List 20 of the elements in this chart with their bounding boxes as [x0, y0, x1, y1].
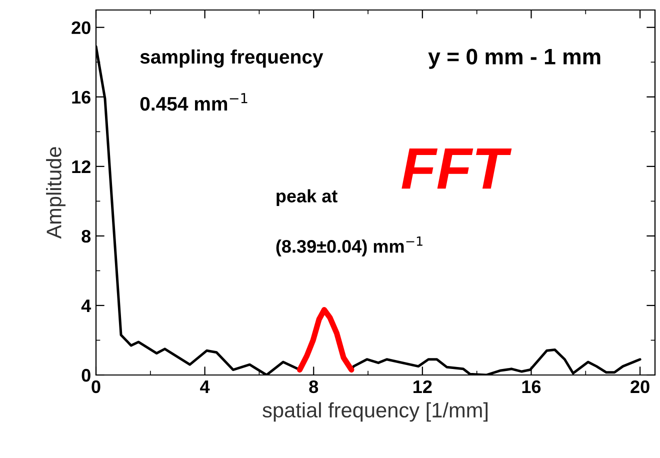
x-tick-label: 0 [92, 380, 100, 394]
x-axis-title: spatial frequency [1/mm] [262, 402, 488, 422]
annotation: 0.454 mm$^{−1}$ [140, 93, 248, 111]
annotation: (8.39±0.04) mm$^{−1}$ [276, 236, 422, 256]
y-tick-label: 20 [72, 21, 90, 34]
y-axis-title: Amplitude [46, 147, 66, 239]
annotation: peak at [276, 189, 338, 206]
x-tick-label: 8 [309, 380, 318, 394]
y-tick-label: 16 [72, 90, 90, 104]
annotation: FFT [402, 148, 512, 189]
y-tick-label: 8 [82, 230, 91, 243]
x-tick-label: 16 [522, 380, 541, 394]
x-tick-label: 4 [200, 380, 210, 393]
y-tick-label: 4 [81, 300, 92, 312]
y-tick-label: 12 [72, 160, 90, 173]
x-tick-label: 20 [630, 380, 650, 394]
annotation: sampling frequency [140, 49, 324, 68]
y-tick-label: 0 [82, 368, 90, 382]
annotation: y = 0 mm - 1 mm [428, 48, 600, 69]
x-tick-label: 12 [414, 380, 432, 393]
